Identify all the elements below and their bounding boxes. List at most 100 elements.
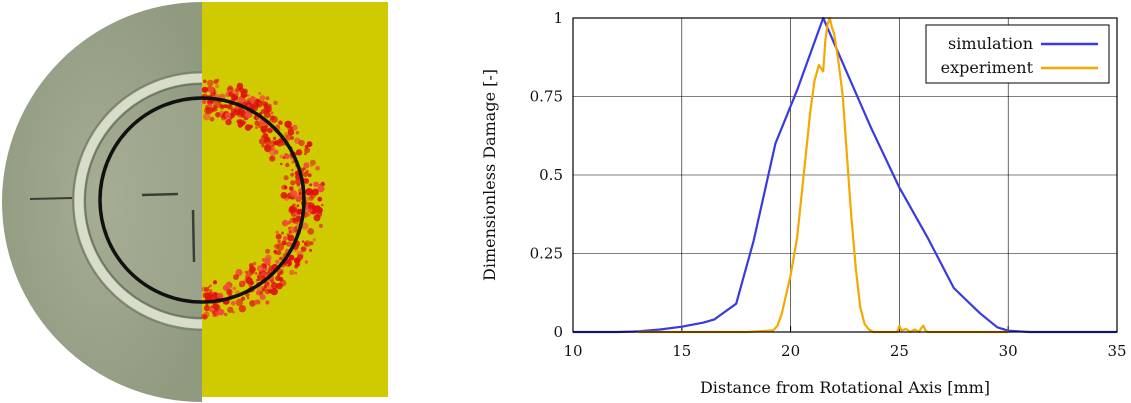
- damage-speckle: [208, 103, 213, 108]
- damage-speckle: [255, 272, 258, 275]
- damage-speckle: [265, 124, 269, 128]
- damage-speckle: [292, 218, 299, 225]
- damage-speckle: [244, 270, 248, 274]
- damage-speckle: [258, 138, 266, 145]
- damage-speckle: [315, 166, 320, 171]
- damage-speckle: [255, 126, 258, 129]
- damage-speckle: [263, 103, 269, 109]
- damage-speckle: [259, 290, 264, 295]
- damage-speckle: [304, 147, 311, 154]
- damage-speckle: [281, 240, 287, 246]
- damage-speckle: [258, 92, 262, 95]
- damage-speckle: [294, 271, 298, 275]
- damage-speckle: [224, 104, 229, 109]
- damage-speckle: [230, 300, 236, 306]
- damage-speckle: [293, 257, 301, 264]
- damage-speckle: [239, 87, 245, 93]
- tick-labels: 10 15 20 25 30 35 0 0.25 0.5 0.75 1: [530, 9, 1127, 360]
- y-tick-label: 0.25: [530, 245, 563, 263]
- y-axis-label: Dimensionless Damage [-]: [480, 69, 499, 281]
- series-line-experiment: [638, 16, 1009, 334]
- damage-speckle: [246, 296, 250, 300]
- damage-speckle: [250, 269, 255, 275]
- damage-speckle: [290, 136, 294, 140]
- x-tick-label: 15: [672, 342, 691, 360]
- damage-speckle: [303, 162, 310, 169]
- damage-speckle: [207, 99, 214, 106]
- damage-speckle: [287, 234, 295, 242]
- damage-speckle: [275, 259, 280, 264]
- damage-speckle: [309, 248, 313, 252]
- damage-speckle: [232, 286, 237, 291]
- damage-speckle: [291, 160, 295, 164]
- damage-speckle: [203, 79, 207, 84]
- damage-speckle: [296, 262, 300, 267]
- damage-speckle: [309, 183, 313, 187]
- damage-speckle: [284, 120, 292, 128]
- legend-box: [925, 24, 1110, 84]
- reference-ring: [98, 96, 306, 304]
- damage-speckle: [275, 275, 281, 282]
- damage-speckle: [303, 178, 310, 184]
- damage-speckle: [276, 139, 284, 147]
- damage-speckle: [264, 288, 271, 295]
- damage-speckle: [238, 305, 247, 313]
- damage-speckle: [261, 144, 265, 148]
- damage-speckle: [202, 314, 208, 320]
- damage-speckle: [317, 185, 325, 193]
- damage-speckle: [201, 86, 208, 93]
- damage-speckle: [290, 180, 296, 186]
- damage-speckle: [285, 162, 290, 168]
- damage-speckle: [257, 277, 261, 282]
- damage-speckle: [259, 294, 266, 300]
- damage-speckle: [235, 268, 243, 277]
- damage-speckle: [273, 100, 278, 106]
- damage-speckle: [275, 230, 279, 234]
- damage-speckle: [273, 243, 280, 249]
- x-tick-label: 10: [563, 342, 582, 360]
- damage-speckle: [301, 222, 309, 230]
- damage-speckle: [282, 156, 286, 159]
- damage-speckle: [271, 282, 278, 289]
- damage-speckle: [301, 240, 305, 243]
- damage-speckle: [232, 311, 235, 314]
- damage-speckle: [228, 290, 231, 294]
- damage-speckle: [310, 164, 313, 167]
- damage-speckle: [312, 181, 319, 187]
- damage-speckle: [225, 118, 232, 126]
- damage-speckle: [284, 185, 288, 190]
- damage-speckle: [289, 218, 293, 222]
- y-tick-label: 0.5: [539, 166, 563, 184]
- damage-speckle: [205, 303, 209, 307]
- damage-speckle: [202, 292, 209, 299]
- damage-speckle: [291, 124, 298, 131]
- damage-speckle: [248, 282, 253, 287]
- damage-speckle: [234, 105, 238, 109]
- x-tick-label: 30: [999, 342, 1018, 360]
- damage-speckle: [211, 291, 214, 295]
- damage-speckle: [277, 239, 281, 244]
- damage-speckle: [252, 261, 257, 266]
- damage-speckle: [318, 223, 323, 228]
- damage-speckle: [247, 94, 250, 97]
- damage-speckle: [312, 238, 316, 242]
- damage-speckle: [295, 151, 300, 155]
- damage-speckle: [203, 305, 211, 312]
- damage-speckle: [217, 292, 224, 300]
- damage-speckle: [233, 274, 239, 280]
- damage-speckle: [209, 308, 213, 313]
- damage-speckle: [256, 103, 260, 107]
- damage-speckle: [309, 159, 316, 166]
- damage-speckle: [278, 120, 283, 125]
- damage-speckle: [263, 111, 271, 118]
- damage-speckle: [273, 249, 278, 254]
- damage-speckle: [307, 228, 315, 235]
- damage-speckle: [308, 195, 314, 201]
- damage-speckle: [212, 313, 217, 317]
- damage-speckle: [265, 248, 271, 254]
- damage-speckle: [273, 136, 277, 140]
- damage-speckle: [224, 112, 232, 119]
- damage-speckle: [296, 204, 300, 207]
- damage-speckle: [287, 129, 295, 136]
